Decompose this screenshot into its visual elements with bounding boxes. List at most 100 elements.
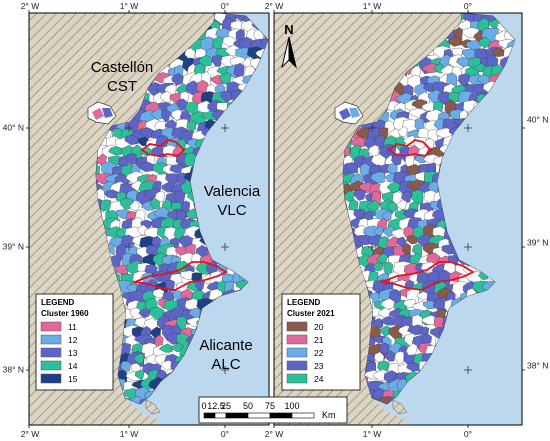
map-left-municipality [159, 90, 172, 103]
province-castellon-name: Castellón [91, 59, 154, 76]
map-left-municipality [134, 370, 145, 379]
map-left-municipality [139, 161, 154, 172]
scale-bar-label: 12.5 [207, 401, 225, 411]
map-right-enclave-fill-1 [339, 108, 351, 120]
map-right-border-cst-vlc [387, 139, 433, 157]
map-left-municipality [220, 90, 233, 102]
map-right-municipality [416, 291, 429, 301]
graticule-cross [464, 124, 472, 132]
map-right-municipality [446, 35, 462, 47]
map-right-islet [392, 399, 408, 415]
bottom-label: 1° W [363, 429, 382, 439]
map-left-municipality [150, 199, 160, 210]
graticule-cross [368, 124, 376, 132]
legend-left: LEGEND Cluster 1960 11 12 13 14 15 [35, 293, 114, 391]
map-left-municipality [124, 135, 139, 145]
map-left-border-vlc-alc [131, 261, 228, 291]
frame-ticks [26, 10, 525, 428]
map-left-municipality [230, 20, 245, 31]
legend-left-title: LEGEND [41, 298, 75, 307]
scale-bar-label: 25 [221, 401, 231, 411]
map-left-municipality [160, 360, 174, 371]
legend-right-swatch [286, 347, 308, 358]
right-label: 40° N [527, 114, 548, 124]
map-right-municipality [492, 47, 505, 58]
legend-right-label: 23 [314, 361, 324, 371]
map-right-municipality [380, 298, 396, 310]
map-right-municipality [406, 235, 418, 245]
legend-right-label: 20 [314, 322, 324, 332]
map-left-border-cst-vlc [140, 139, 186, 157]
legend-left-label: 11 [68, 322, 77, 332]
province-alicante-name: Alicante [199, 337, 252, 354]
scale-segment [247, 412, 271, 419]
map-right-municipality [373, 225, 384, 237]
scale-segment [269, 412, 293, 419]
scale-bar-label: 75 [265, 401, 275, 411]
legend-left-swatch [40, 373, 62, 384]
graticule-cross [221, 366, 229, 374]
map-right-municipality [391, 228, 407, 239]
legend-right-label: 22 [314, 348, 324, 358]
map-right-municipality [381, 211, 392, 221]
graticule-cross [221, 124, 229, 132]
map-left-municipality [195, 278, 205, 292]
left-label: 40° N [3, 122, 24, 132]
map-right-municipality [396, 199, 408, 210]
top-label: 1° W [363, 1, 382, 11]
map-right-municipality [366, 199, 381, 212]
map-right-municipality [345, 162, 358, 174]
map-left [29, 13, 269, 425]
bottom-label: 0° [464, 429, 472, 439]
legend-left-swatch [40, 334, 62, 345]
map-left-municipality [154, 190, 165, 202]
map-right-enclave-fill-2 [349, 108, 360, 118]
frame-tick [26, 127, 525, 371]
legend-right-label: 21 [314, 335, 324, 345]
map-left-islet [145, 399, 161, 415]
right-label: 39° N [527, 237, 548, 247]
map-right-municipality [376, 253, 389, 264]
scale-bar: 0 12.525 50 75 100 Km [198, 396, 348, 424]
top-label: 1° W [120, 1, 139, 11]
province-valencia-name: Valencia [204, 183, 261, 200]
map-left-municipality [184, 47, 196, 60]
map-left-municipality [138, 308, 151, 319]
scale-segment [225, 412, 249, 419]
scale-segment [203, 412, 216, 419]
top-label: 0° [221, 1, 229, 11]
legend-left-subtitle: Cluster 1960 [41, 309, 89, 318]
bottom-label: 2° W [265, 429, 284, 439]
legend-left-swatch [40, 321, 62, 332]
map-right-municipality [359, 148, 370, 158]
legend-left-swatch [40, 347, 62, 358]
province-alicante-code: ALC [211, 356, 240, 373]
scale-bar-unit: Km [322, 410, 336, 420]
map-right-municipality [394, 351, 405, 364]
map-right-municipality [354, 189, 367, 201]
graticule-cross [368, 243, 376, 251]
map-left-municipality [133, 353, 145, 365]
scale-segment [291, 412, 315, 419]
legend-right-label: 24 [314, 374, 324, 384]
map-right-municipality [426, 162, 437, 174]
map-left-municipality [129, 200, 140, 211]
bottom-label: 2° W [21, 429, 40, 439]
legend-left-label: 12 [68, 335, 78, 345]
map-right-municipality [380, 315, 396, 326]
map-right-municipality [384, 350, 396, 362]
north-arrow-right-half [288, 36, 297, 69]
legend-right-swatch [286, 321, 308, 332]
left-label: 38° N [3, 364, 24, 374]
map-left-municipality [198, 54, 213, 67]
top-label: 2° W [21, 1, 40, 11]
legend-left-label: 13 [68, 348, 78, 358]
top-label: 0° [464, 1, 472, 11]
graticule-cross [125, 243, 133, 251]
map-right-municipality [423, 300, 437, 310]
scale-bar-label: 50 [243, 401, 253, 411]
map-left-municipality [211, 55, 223, 68]
map-right-municipality [462, 48, 477, 60]
map-left-municipality [108, 146, 123, 156]
legend-right: LEGEND Cluster 2021 20 21 22 23 24 [281, 293, 361, 391]
